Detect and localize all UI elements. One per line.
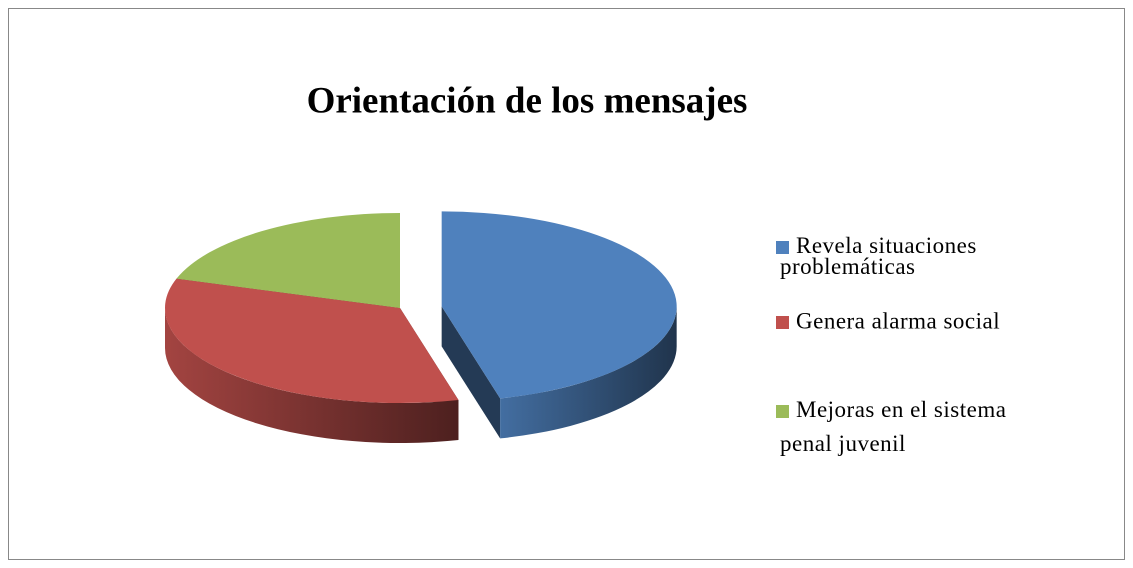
legend-line: Revela situaciones (796, 233, 977, 258)
pie-slice (441, 211, 677, 399)
legend-line: Mejoras en el sistema (796, 397, 1006, 422)
legend-line: penal juvenil (780, 431, 906, 456)
pie-slice (165, 278, 459, 403)
legend-label: Revela situaciones problemáticas (780, 233, 977, 279)
pie-slice-edge (441, 306, 501, 439)
pie-slice (176, 213, 400, 308)
legend-label: Genera alarma social (796, 308, 1000, 333)
legend-label: Mejoras en el sistema penal juvenil (780, 397, 1006, 456)
legend-swatch (776, 316, 789, 329)
pie-slice-side (165, 308, 459, 443)
pie-tops (165, 211, 677, 403)
legend-swatch (776, 405, 789, 418)
pie-slice-side (500, 306, 677, 439)
chart-title: Orientación de los mensajes (307, 80, 748, 121)
legend-swatch (776, 241, 789, 254)
legend-line: problemáticas (780, 254, 916, 279)
